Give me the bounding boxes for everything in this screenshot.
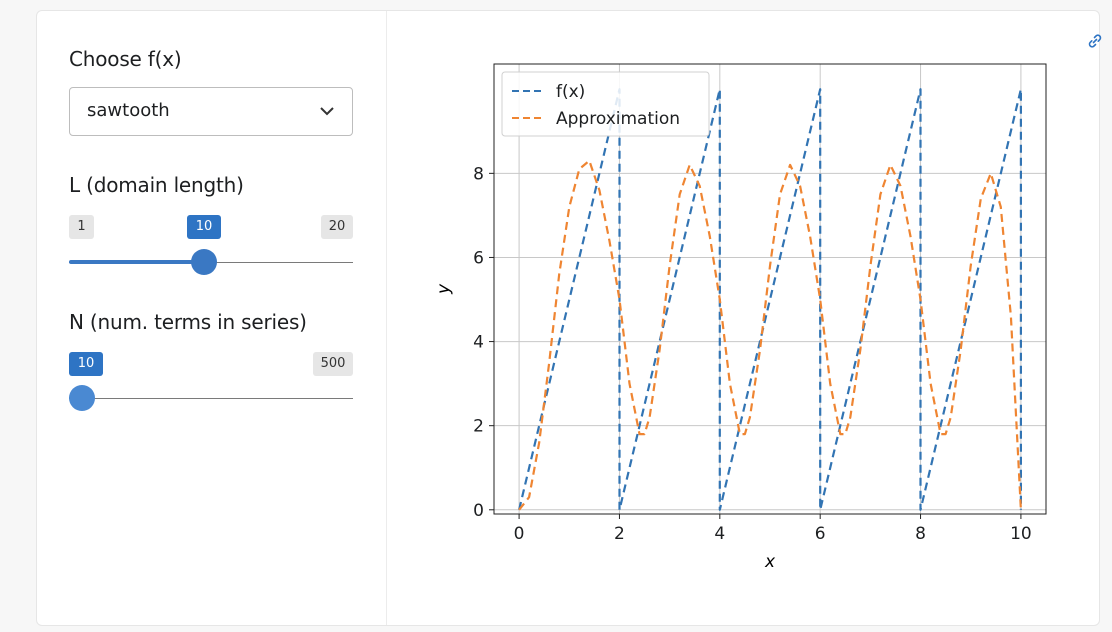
x-axis-label: x <box>764 552 776 572</box>
N-min-label: 10 <box>69 352 103 376</box>
N-slider-handle[interactable] <box>69 385 95 411</box>
series-line-approximation <box>518 159 1022 511</box>
y-axis-label: y <box>434 283 454 295</box>
y-tick-label: 8 <box>473 164 484 184</box>
series-line-fx <box>518 88 1023 511</box>
y-tick-label: 4 <box>473 333 484 353</box>
L-label: L (domain length) <box>69 173 244 197</box>
chart-legend: f(x) Approximation <box>501 71 710 137</box>
N-label: N (num. terms in series) <box>69 310 307 334</box>
legend-label-approximation: Approximation <box>556 109 680 129</box>
function-select-value: sawtooth <box>87 100 170 121</box>
N-slider-track[interactable] <box>69 398 353 399</box>
function-select[interactable]: sawtooth <box>69 87 353 136</box>
x-tick-label: 10 <box>1010 524 1032 544</box>
plot-frame <box>493 63 1047 515</box>
x-tick-label: 0 <box>514 524 525 544</box>
sidebar-panel: Choose f(x) sawtooth L (domain length) 1… <box>37 11 387 625</box>
app-card: Choose f(x) sawtooth L (domain length) 1… <box>36 10 1103 626</box>
x-tick-label: 2 <box>614 524 625 544</box>
y-tick-label: 2 <box>473 417 484 437</box>
x-tick-label: 6 <box>815 524 826 544</box>
x-tick-label: 4 <box>714 524 725 544</box>
function-label: Choose f(x) <box>69 47 182 71</box>
link-icon[interactable] <box>1087 33 1103 49</box>
x-tick-label: 8 <box>915 524 926 544</box>
L-slider-fill <box>69 260 205 264</box>
chevron-down-icon <box>320 107 334 116</box>
y-tick-label: 6 <box>473 248 484 268</box>
L-max-label: 20 <box>321 215 353 239</box>
N-max-label: 500 <box>313 352 353 376</box>
y-tick-label: 0 <box>473 501 484 521</box>
legend-label-fx: f(x) <box>556 82 585 102</box>
L-slider-handle[interactable] <box>191 249 218 275</box>
L-value-bubble: 10 <box>187 215 221 239</box>
L-min-label: 1 <box>69 215 94 239</box>
